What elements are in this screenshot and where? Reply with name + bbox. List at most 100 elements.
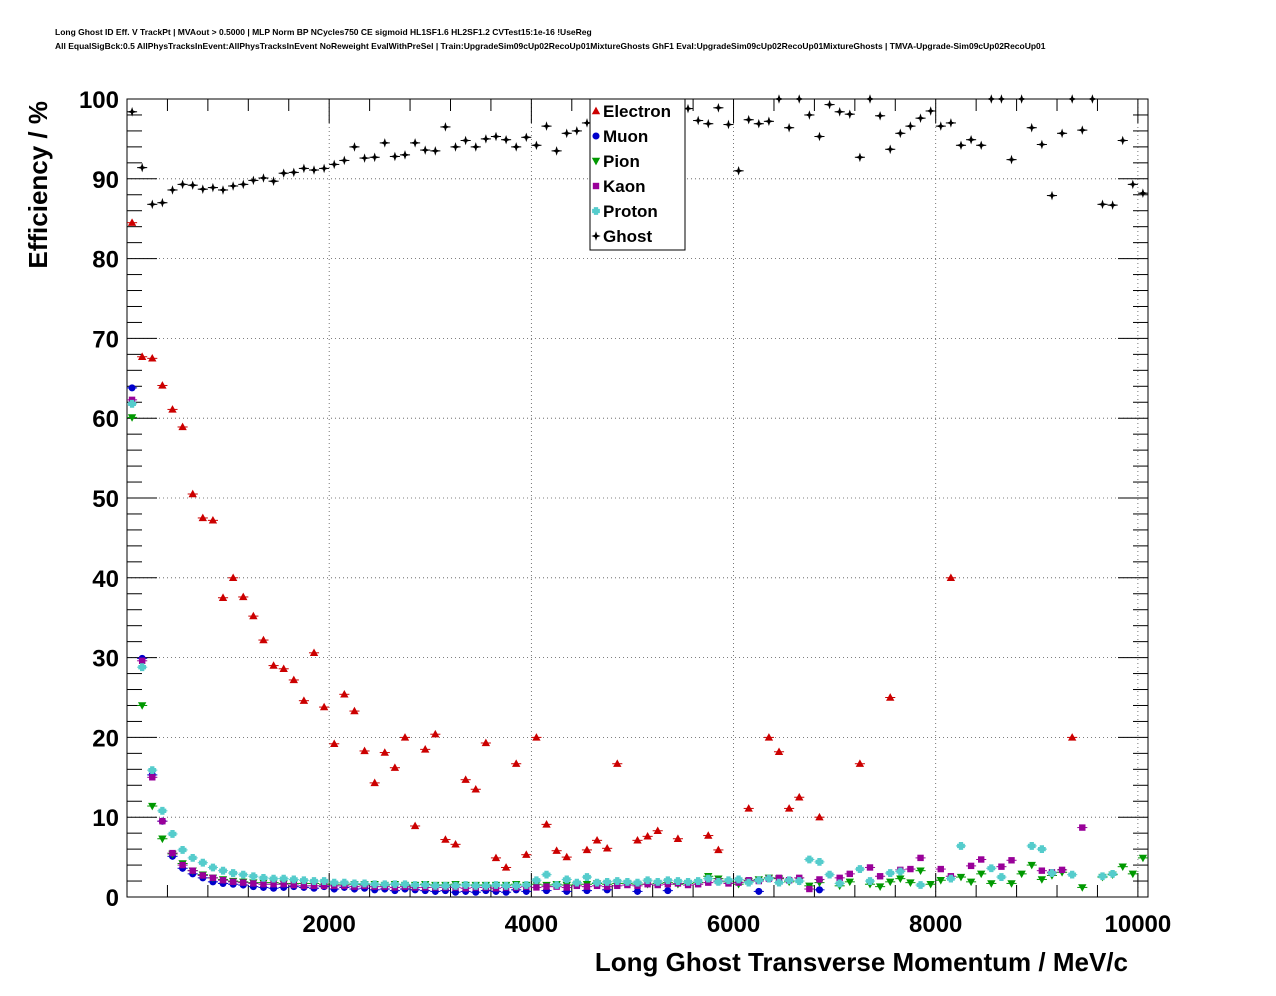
legend-item: Electron [591, 102, 671, 121]
data-point [330, 878, 339, 887]
data-point [198, 858, 207, 867]
legend-item: Muon [592, 127, 648, 146]
data-point [380, 138, 390, 148]
data-point [764, 733, 774, 741]
data-point [149, 774, 156, 781]
x-tick-label: 6000 [707, 911, 760, 938]
data-point [603, 877, 612, 886]
data-point [380, 880, 389, 889]
data-point [957, 842, 965, 850]
data-point [1038, 867, 1046, 874]
data-point [764, 116, 774, 127]
data-point [219, 877, 227, 884]
data-point [501, 134, 511, 145]
data-point [219, 866, 227, 875]
data-point [390, 880, 399, 889]
data-point [189, 867, 196, 874]
data-point [683, 103, 693, 114]
data-point [269, 874, 278, 883]
data-point [411, 881, 420, 889]
y-tick-label: 50 [92, 486, 119, 513]
data-point [542, 870, 551, 879]
data-point [158, 381, 167, 389]
legend: Electron Muon Pion Kaon Proton Ghost [589, 98, 686, 251]
data-point [1138, 854, 1148, 863]
data-point [814, 131, 825, 142]
data-point [946, 573, 956, 581]
data-point [420, 145, 430, 155]
data-point [340, 689, 349, 698]
data-point [310, 877, 318, 885]
data-point [855, 152, 865, 163]
data-point [319, 702, 329, 711]
data-point [249, 611, 258, 620]
data-point [936, 121, 946, 131]
data-point [369, 152, 380, 163]
data-point [703, 118, 714, 129]
data-point [481, 134, 491, 144]
x-tick-label: 8000 [909, 911, 962, 938]
data-point [250, 880, 257, 887]
data-point [431, 729, 440, 738]
data-point [1097, 199, 1108, 210]
data-point [198, 513, 207, 522]
data-point [976, 140, 986, 151]
data-point [845, 109, 855, 119]
data-point [158, 806, 167, 815]
data-point [542, 820, 551, 828]
data-point [653, 877, 662, 886]
data-point [158, 835, 167, 844]
data-point [784, 122, 794, 133]
data-point [319, 163, 329, 174]
y-tick-label: 60 [92, 406, 119, 433]
data-point [855, 865, 864, 873]
legend-item: Pion [591, 152, 640, 171]
y-tick-label: 80 [92, 247, 119, 274]
data-point [977, 870, 986, 879]
data-point [461, 775, 470, 783]
legend-label: Proton [603, 202, 658, 221]
data-point [269, 661, 278, 669]
data-point [755, 887, 763, 895]
data-point [694, 877, 703, 885]
legend-item: Kaon [592, 177, 646, 196]
data-point [471, 881, 480, 890]
data-point [229, 878, 237, 886]
data-point [946, 874, 955, 883]
data-point [633, 878, 642, 887]
data-point [421, 881, 430, 889]
data-point [774, 747, 784, 755]
data-point [806, 885, 813, 893]
data-point [1078, 884, 1087, 892]
data-point [562, 875, 571, 884]
legend-marker [592, 207, 600, 215]
series-pion [127, 414, 1148, 892]
data-point [885, 144, 895, 155]
data-point [734, 875, 743, 884]
data-point [169, 849, 176, 857]
data-point [329, 159, 339, 170]
data-point [208, 182, 218, 193]
data-point [583, 883, 591, 890]
data-point [218, 593, 228, 601]
data-point [704, 874, 713, 883]
data-point [916, 867, 925, 875]
data-point [1077, 125, 1088, 135]
data-point [400, 733, 410, 741]
data-point [896, 867, 905, 876]
data-point [865, 94, 875, 104]
data-point [451, 840, 460, 848]
data-point [815, 812, 824, 821]
data-point [1138, 188, 1148, 199]
y-tick-label: 0 [106, 885, 119, 912]
data-point [531, 140, 542, 151]
data-point [502, 881, 510, 890]
data-point [633, 836, 642, 844]
data-point [532, 733, 541, 741]
data-point [209, 863, 217, 872]
data-point [816, 876, 823, 883]
grid [127, 99, 1148, 897]
data-point [684, 877, 692, 886]
data-point [441, 881, 450, 890]
data-point [845, 878, 854, 887]
